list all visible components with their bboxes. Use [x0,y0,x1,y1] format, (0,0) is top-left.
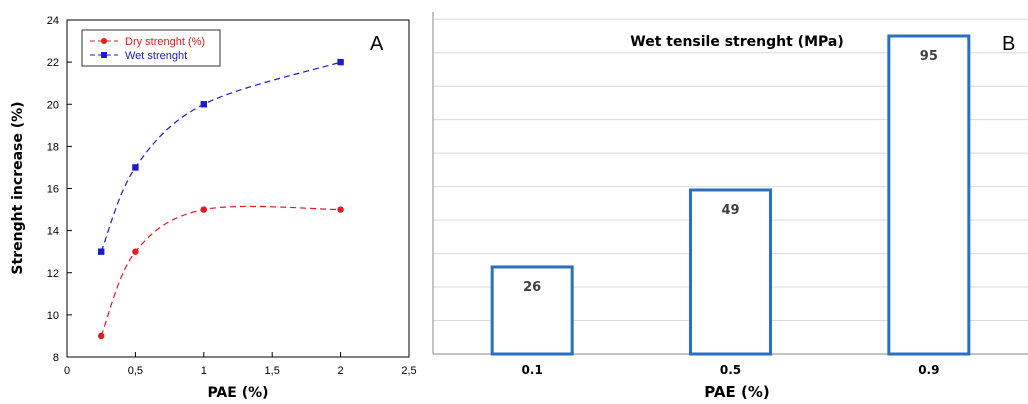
x-tick-label: 2,5 [401,365,416,377]
y-tick-label: 14 [47,226,59,238]
y-tick-label: 8 [53,352,59,364]
series-points-a [98,58,344,340]
legend-marker-wet [101,52,107,58]
x-tick-label: 0.9 [918,363,939,377]
data-point [337,58,344,66]
y-tick-label: 20 [47,99,59,111]
bar-value-label: 49 [721,203,739,218]
panel-label-a: A [370,33,384,55]
data-point [98,332,105,340]
legend-marker-dry [101,38,107,44]
chart-title-b: Wet tensile strenght (MPa) [630,34,843,50]
x-axis-label-a: PAE (%) [207,385,268,401]
y-axis-label-a: Strenght increase (%) [10,101,26,274]
bar [689,188,772,356]
x-tick-label: 2 [338,365,344,377]
y-axis-a: 8 10 12 14 16 18 20 22 24 [47,15,72,364]
y-tick-label: 10 [47,310,59,322]
legend-label-wet: Wet strenght [125,50,187,62]
data-point [132,164,139,171]
y-tick-label: 12 [47,268,59,280]
x-axis-label-b: PAE (%) [704,383,769,401]
legend-a: Dry strenght (%) Wet strenght [81,29,221,67]
data-point [337,206,344,213]
x-axis-b: 0.1 0.5 0.9 [522,363,940,377]
plot-frame-a [66,19,410,358]
bar [490,265,574,356]
x-tick-label: 0.1 [522,363,543,377]
bar-value-label: 26 [523,280,541,295]
series-line-1 [100,61,341,252]
bar [887,34,971,356]
panel-a: 8 10 12 14 16 18 20 22 24 0 0,5 1 1,5 2 2,5 PAE (%) S… [10,15,417,401]
legend-label-dry: Dry strenght (%) [125,36,205,48]
bar-value-label: 95 [920,49,938,64]
data-point [98,248,105,255]
x-tick-label: 0.5 [720,363,741,377]
data-point [132,248,139,255]
y-tick-label: 22 [47,57,59,69]
x-tick-label: 0 [64,365,70,377]
series-line-0 [100,205,341,337]
x-axis-a: 0 0,5 1 1,5 2 2,5 [64,352,417,377]
legend-box [81,29,221,67]
data-point [200,206,207,213]
y-tick-label: 18 [47,141,59,153]
x-tick-label: 1 [201,365,207,377]
y-tick-label: 16 [47,184,59,196]
series-lines-a [100,61,341,337]
data-point [200,101,207,108]
y-tick-label: 24 [47,15,59,27]
panel-label-b: B [1002,33,1015,55]
panel-b: 26 49 95 0.1 0.5 0.9 Wet tensile strenght (M… [432,12,1028,401]
bars-b: 26 49 95 [490,34,971,356]
x-tick-label: 1,5 [265,365,280,377]
x-tick-label: 0,5 [128,365,143,377]
